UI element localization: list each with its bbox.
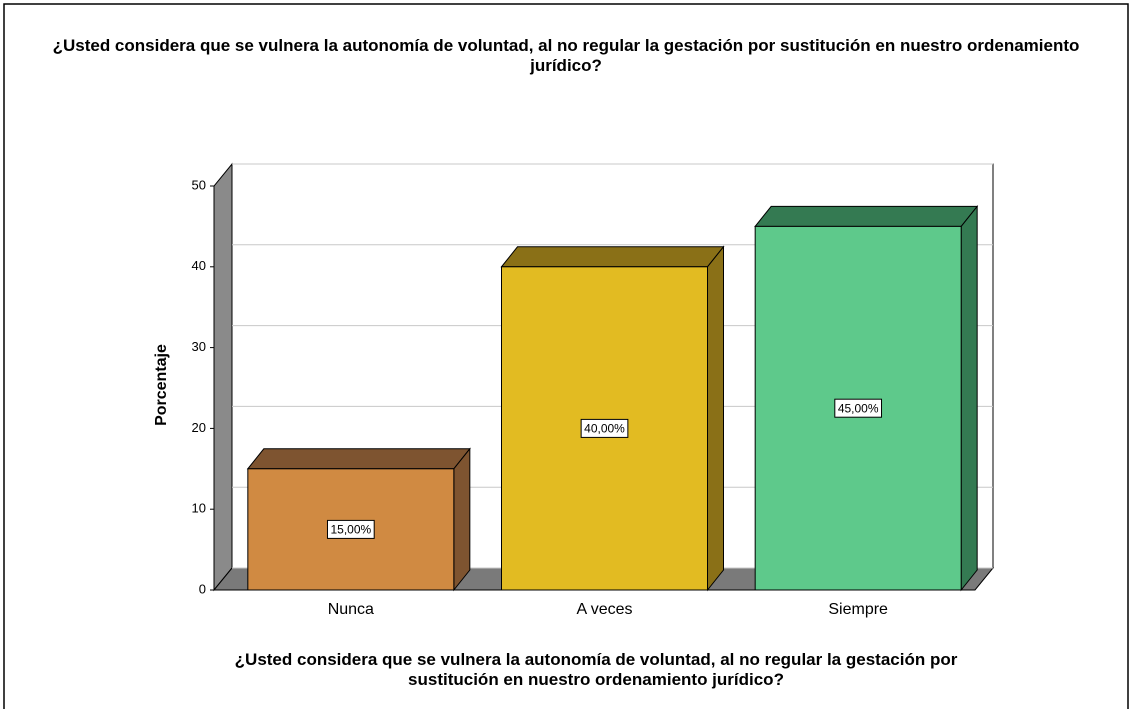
y-tick-label: 40 <box>192 258 206 273</box>
y-tick-label: 50 <box>192 177 206 192</box>
bar-side <box>707 245 724 592</box>
chart-title: ¿Usted considera que se vulnera la auton… <box>52 36 1080 75</box>
y-tick-label: 10 <box>192 501 206 516</box>
x-tick-label: Nunca <box>328 601 374 618</box>
y-tick-label: 30 <box>192 339 206 354</box>
x-tick-label: A veces <box>576 601 632 618</box>
left-wall <box>213 162 233 592</box>
y-axis-label: Porcentaje <box>153 344 170 426</box>
x-tick-label: Siempre <box>828 601 888 618</box>
bar-side <box>960 204 978 592</box>
x-axis-label: ¿Usted considera que se vulnera la auton… <box>234 650 958 689</box>
value-label: 45,00% <box>838 401 879 415</box>
value-label-box <box>326 519 375 539</box>
y-tick-label: 20 <box>192 420 206 435</box>
bar-top <box>500 246 725 268</box>
value-label-box <box>580 418 629 438</box>
y-tick-label: 0 <box>199 581 206 596</box>
value-label: 40,00% <box>584 422 625 436</box>
frame <box>3 3 1129 709</box>
bar-top <box>754 205 979 227</box>
value-label-box <box>834 398 883 418</box>
bar-top <box>246 448 471 470</box>
bar-side <box>453 447 471 592</box>
value-label: 15,00% <box>330 523 371 537</box>
